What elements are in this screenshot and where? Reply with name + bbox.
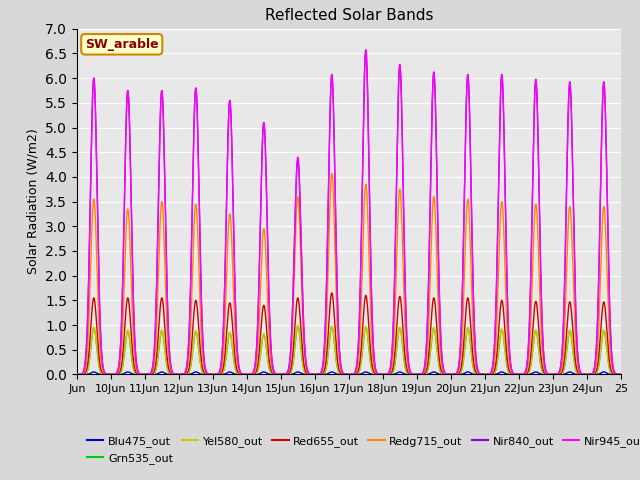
Nir840_out	[270, 368, 278, 374]
Nir840_out	[395, 77, 403, 83]
Grn535_out	[506, 370, 513, 376]
Red655_out	[270, 371, 278, 377]
Yel580_out	[506, 370, 513, 375]
Red655_out	[73, 372, 81, 377]
Blu475_out	[90, 369, 98, 375]
Blu475_out	[395, 369, 403, 375]
Redg715_out	[476, 372, 484, 377]
Line: Redg715_out: Redg715_out	[77, 173, 621, 374]
Grn535_out	[294, 323, 301, 329]
Blu475_out	[506, 372, 513, 377]
Redg715_out	[270, 370, 278, 376]
Line: Red655_out: Red655_out	[77, 293, 621, 374]
Redg715_out	[395, 196, 403, 202]
Red655_out	[100, 371, 108, 377]
Nir945_out	[362, 47, 370, 52]
Blu475_out	[476, 372, 484, 377]
Yel580_out	[419, 372, 426, 377]
Yel580_out	[294, 322, 301, 328]
Redg715_out	[73, 372, 81, 377]
Grn535_out	[395, 328, 403, 334]
Yel580_out	[617, 372, 625, 377]
Nir945_out	[395, 76, 403, 82]
Yel580_out	[73, 372, 81, 377]
Line: Nir840_out: Nir840_out	[77, 51, 621, 374]
Nir945_out	[476, 371, 484, 377]
Nir945_out	[419, 371, 426, 376]
Title: Reflected Solar Bands: Reflected Solar Bands	[264, 9, 433, 24]
Nir840_out	[100, 369, 108, 374]
Nir840_out	[476, 371, 484, 377]
Line: Yel580_out: Yel580_out	[77, 325, 621, 374]
Redg715_out	[100, 371, 108, 376]
Nir840_out	[617, 372, 625, 377]
Redg715_out	[506, 359, 513, 365]
Line: Nir945_out: Nir945_out	[77, 49, 621, 374]
Yel580_out	[270, 372, 278, 377]
Grn535_out	[73, 372, 81, 377]
Legend: Blu475_out, Grn535_out, Yel580_out, Red655_out, Redg715_out, Nir840_out, Nir945_: Blu475_out, Grn535_out, Yel580_out, Red6…	[83, 432, 640, 468]
Nir840_out	[73, 372, 81, 377]
Y-axis label: Solar Radiation (W/m2): Solar Radiation (W/m2)	[26, 129, 40, 275]
Nir840_out	[362, 48, 370, 54]
Nir945_out	[270, 368, 278, 374]
Red655_out	[476, 372, 484, 377]
Red655_out	[395, 298, 403, 304]
Blu475_out	[617, 372, 625, 377]
Nir945_out	[100, 369, 108, 374]
Nir945_out	[617, 372, 625, 377]
Nir945_out	[506, 343, 513, 349]
Grn535_out	[617, 372, 625, 377]
Nir840_out	[506, 344, 513, 349]
Line: Blu475_out: Blu475_out	[77, 372, 621, 374]
Yel580_out	[100, 372, 108, 377]
Blu475_out	[270, 372, 278, 377]
Nir945_out	[73, 372, 81, 377]
Blu475_out	[73, 372, 81, 377]
Red655_out	[328, 290, 335, 296]
Yel580_out	[476, 372, 484, 377]
Blu475_out	[419, 372, 426, 377]
Redg715_out	[419, 371, 426, 377]
Redg715_out	[617, 372, 625, 377]
Grn535_out	[270, 372, 278, 377]
Red655_out	[617, 372, 625, 377]
Nir840_out	[419, 371, 426, 376]
Line: Grn535_out: Grn535_out	[77, 326, 621, 374]
Grn535_out	[419, 372, 426, 377]
Blu475_out	[100, 372, 108, 377]
Yel580_out	[395, 327, 403, 333]
Grn535_out	[100, 372, 108, 377]
Grn535_out	[476, 372, 484, 377]
Red655_out	[419, 372, 426, 377]
Red655_out	[506, 368, 513, 373]
Redg715_out	[328, 170, 335, 176]
Text: SW_arable: SW_arable	[85, 38, 159, 51]
